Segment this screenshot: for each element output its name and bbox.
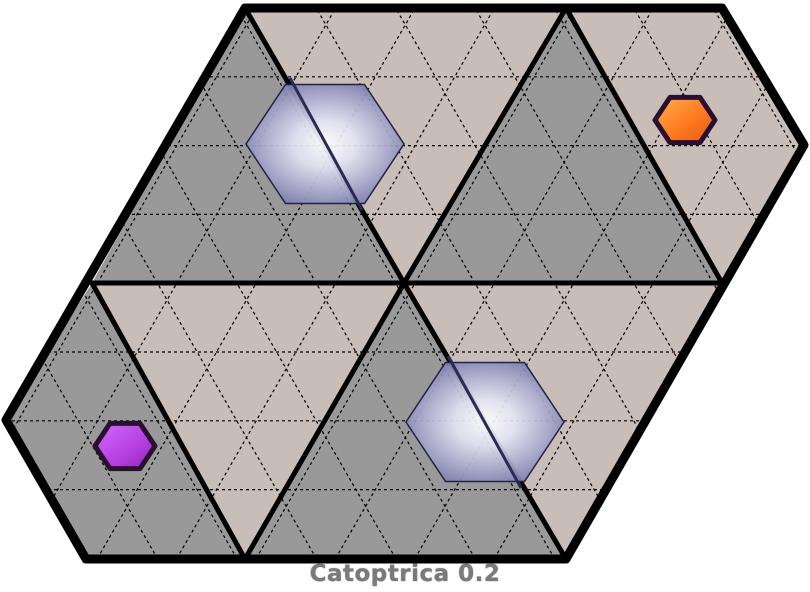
grid-line [787, 8, 804, 559]
mirror-reflecting-line [288, 77, 364, 211]
grid-line [469, 8, 804, 559]
grid-line [6, 8, 24, 559]
grid-line [787, 8, 804, 559]
grid-line [549, 8, 804, 559]
region-border-line [89, 280, 248, 562]
board-pieces [92, 94, 718, 472]
purple-hexagon-piece[interactable] [92, 420, 158, 472]
grid-line [6, 8, 24, 559]
region-border-line [563, 5, 725, 286]
mirror-hexagon-top[interactable] [245, 77, 405, 211]
region-border-line [401, 5, 569, 286]
mirror-hexagon-bottom[interactable] [405, 355, 565, 489]
grid-line [231, 8, 579, 559]
grid-line [6, 8, 182, 559]
app-version-title: Catoptrica 0.2 [309, 561, 501, 587]
grid-line [6, 8, 262, 559]
orange-hexagon-piece[interactable] [652, 94, 718, 146]
grid-line [152, 8, 500, 559]
grid-line [6, 8, 262, 559]
mirror-reflecting-line [446, 355, 523, 489]
board-mirrors [245, 77, 565, 489]
region-border-line [242, 280, 407, 562]
grid-line [708, 8, 804, 559]
grid-line [311, 8, 659, 559]
board-outline [1, 3, 809, 564]
